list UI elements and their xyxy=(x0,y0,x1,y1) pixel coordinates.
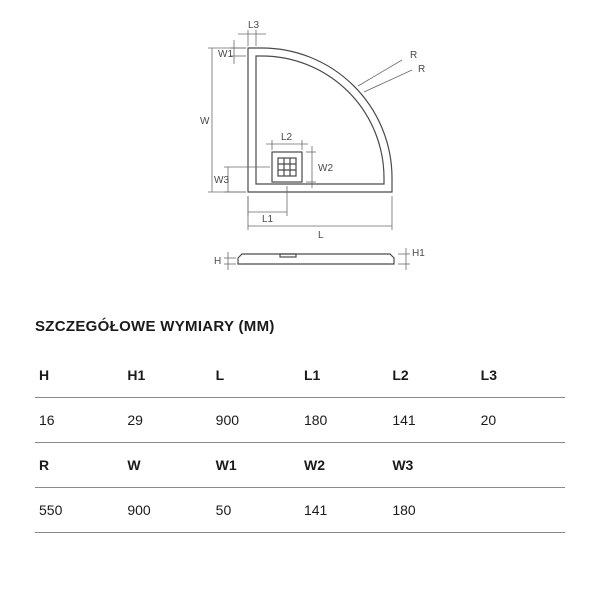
col-header: L3 xyxy=(477,353,565,398)
table-cell: 900 xyxy=(212,398,300,443)
col-header: W xyxy=(123,443,211,488)
table-row: R W W1 W2 W3 xyxy=(35,443,565,488)
table-cell: 141 xyxy=(300,488,388,533)
table-cell: 16 xyxy=(35,398,123,443)
dim-label-W1: W1 xyxy=(218,49,233,60)
dimensions-table: H H1 L L1 L2 L3 16 29 900 180 141 20 R W… xyxy=(35,353,565,533)
dim-label-R2: R xyxy=(418,64,425,75)
dim-label-H: H xyxy=(214,256,221,267)
dim-label-L3: L3 xyxy=(248,20,260,31)
col-header: L xyxy=(212,353,300,398)
col-header: W3 xyxy=(388,443,476,488)
col-header: L1 xyxy=(300,353,388,398)
table-cell: 141 xyxy=(388,398,476,443)
table-cell: 50 xyxy=(212,488,300,533)
col-header: R xyxy=(35,443,123,488)
table-row: 550 900 50 141 180 xyxy=(35,488,565,533)
dim-label-R: R xyxy=(410,50,417,61)
dim-label-L1: L1 xyxy=(262,214,274,225)
col-header: W2 xyxy=(300,443,388,488)
table-cell: 29 xyxy=(123,398,211,443)
table-cell: 900 xyxy=(123,488,211,533)
table-cell: 550 xyxy=(35,488,123,533)
dim-label-W: W xyxy=(200,116,210,127)
table-cell: 20 xyxy=(477,398,565,443)
dim-label-L: L xyxy=(318,230,324,241)
section-title: SZCZEGÓŁOWE WYMIARY (MM) xyxy=(35,318,565,335)
col-header: L2 xyxy=(388,353,476,398)
col-header: H1 xyxy=(123,353,211,398)
technical-drawing: L3 W1 W L2 W2 W3 L1 L R R xyxy=(35,20,565,300)
dim-label-W2: W2 xyxy=(318,163,333,174)
dim-label-L2: L2 xyxy=(281,132,293,143)
table-row: H H1 L L1 L2 L3 xyxy=(35,353,565,398)
col-header: H xyxy=(35,353,123,398)
col-header xyxy=(477,443,565,488)
table-cell xyxy=(477,488,565,533)
table-cell: 180 xyxy=(388,488,476,533)
col-header: W1 xyxy=(212,443,300,488)
dim-label-W3: W3 xyxy=(214,175,229,186)
dim-label-H1: H1 xyxy=(412,248,425,259)
table-row: 16 29 900 180 141 20 xyxy=(35,398,565,443)
table-cell: 180 xyxy=(300,398,388,443)
